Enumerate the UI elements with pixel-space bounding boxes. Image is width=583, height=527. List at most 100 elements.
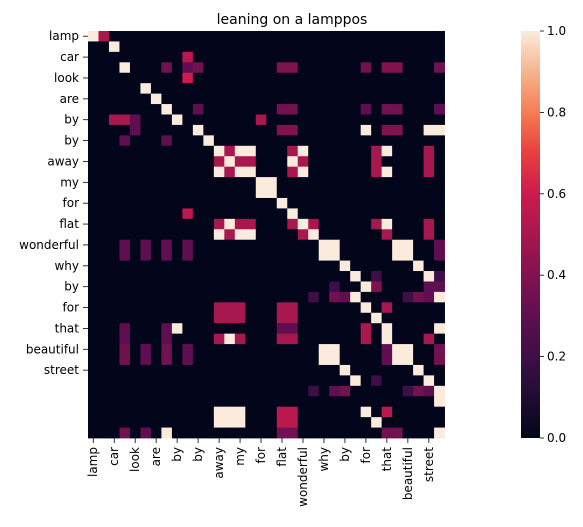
heatmap-cell: [392, 406, 404, 418]
heatmap-cell: [371, 177, 383, 188]
heatmap-cell: [413, 239, 424, 251]
heatmap-cell: [423, 218, 435, 230]
heatmap-cell: [245, 271, 257, 282]
heatmap-cell: [255, 104, 267, 115]
heatmap-cell: [129, 417, 141, 428]
heatmap-cell: [297, 104, 309, 115]
heatmap-cell: [413, 323, 424, 335]
heatmap-cell: [192, 406, 204, 418]
heatmap-cell: [276, 385, 288, 397]
heatmap-cell: [360, 197, 372, 209]
heatmap-cell: [339, 135, 351, 147]
heatmap-cell: [108, 239, 120, 251]
heatmap-cell: [182, 364, 194, 376]
heatmap-cell: [350, 177, 362, 188]
heatmap-cell: [297, 72, 309, 84]
heatmap-cell: [182, 354, 194, 366]
heatmap-cell: [392, 260, 404, 272]
heatmap-cell: [203, 114, 215, 126]
heatmap-cell: [245, 354, 257, 366]
heatmap-cell: [129, 291, 141, 303]
heatmap-cell: [392, 135, 404, 147]
heatmap-cell: [140, 406, 152, 418]
heatmap-cell: [255, 250, 267, 261]
heatmap-cell: [213, 83, 225, 95]
heatmap-cell: [255, 344, 267, 355]
heatmap-cell: [402, 166, 414, 178]
heatmap-cell: [129, 197, 141, 209]
x-tick-label: flat: [275, 447, 289, 467]
heatmap-cell: [140, 72, 152, 84]
heatmap-cell: [161, 104, 173, 115]
heatmap-cell: [392, 124, 404, 136]
heatmap-cell: [360, 83, 372, 95]
heatmap-cell: [171, 114, 183, 126]
heatmap-cell: [308, 83, 320, 95]
heatmap-cell: [150, 51, 162, 63]
heatmap-cell: [350, 166, 362, 178]
heatmap-cell: [434, 364, 445, 376]
heatmap-cell: [234, 239, 246, 251]
heatmap-cell: [413, 114, 424, 126]
heatmap-cell: [318, 93, 330, 105]
heatmap-cell: [203, 51, 215, 63]
heatmap-cell: [245, 145, 257, 157]
heatmap-cell: [119, 93, 131, 105]
heatmap-cell: [224, 114, 236, 126]
heatmap-cell: [287, 385, 299, 397]
heatmap-cell: [434, 197, 445, 209]
heatmap-cell: [381, 187, 393, 199]
x-tick-label: car: [107, 447, 121, 466]
heatmap-cell: [213, 239, 225, 251]
heatmap-cell: [140, 104, 152, 115]
heatmap-cell: [381, 31, 393, 42]
heatmap-cell: [287, 72, 299, 84]
heatmap-cell: [434, 187, 445, 199]
heatmap-cell: [203, 156, 215, 168]
heatmap-cell: [287, 218, 299, 230]
heatmap-cell: [329, 177, 341, 188]
heatmap-cell: [108, 250, 120, 261]
heatmap-cell: [308, 177, 320, 188]
heatmap-cell: [129, 135, 141, 147]
heatmap-cell: [88, 312, 99, 324]
heatmap-cell: [213, 72, 225, 84]
heatmap-cell: [203, 323, 215, 335]
heatmap-cell: [129, 385, 141, 397]
heatmap-cell: [308, 72, 320, 84]
heatmap-cell: [245, 406, 257, 418]
heatmap-cell: [423, 271, 435, 282]
heatmap-cell: [245, 187, 257, 199]
heatmap-cell: [434, 312, 445, 324]
heatmap-cell: [308, 396, 320, 408]
heatmap-cell: [129, 31, 141, 42]
heatmap-cell: [308, 291, 320, 303]
heatmap-cell: [287, 291, 299, 303]
heatmap-cell: [276, 396, 288, 408]
heatmap-cell: [150, 406, 162, 418]
heatmap-cell: [413, 83, 424, 95]
heatmap-cell: [108, 396, 120, 408]
heatmap-cell: [98, 385, 110, 397]
heatmap-cell: [287, 114, 299, 126]
heatmap-cell: [129, 312, 141, 324]
heatmap-cell: [350, 385, 362, 397]
heatmap-cell: [392, 417, 404, 428]
heatmap-cell: [98, 260, 110, 272]
heatmap-cell: [203, 302, 215, 314]
heatmap-cell: [213, 145, 225, 157]
heatmap-cell: [434, 72, 445, 84]
heatmap-cell: [224, 31, 236, 42]
heatmap-cell: [308, 156, 320, 168]
heatmap-cell: [140, 312, 152, 324]
heatmap-cell: [318, 72, 330, 84]
heatmap-cell: [276, 124, 288, 136]
heatmap-cell: [255, 385, 267, 397]
heatmap-cell: [360, 62, 372, 74]
heatmap-cell: [297, 124, 309, 136]
heatmap-cell: [171, 281, 183, 293]
heatmap-cell: [108, 41, 120, 53]
heatmap-cell: [297, 312, 309, 324]
heatmap-cell: [297, 31, 309, 42]
heatmap-cell: [171, 364, 183, 376]
